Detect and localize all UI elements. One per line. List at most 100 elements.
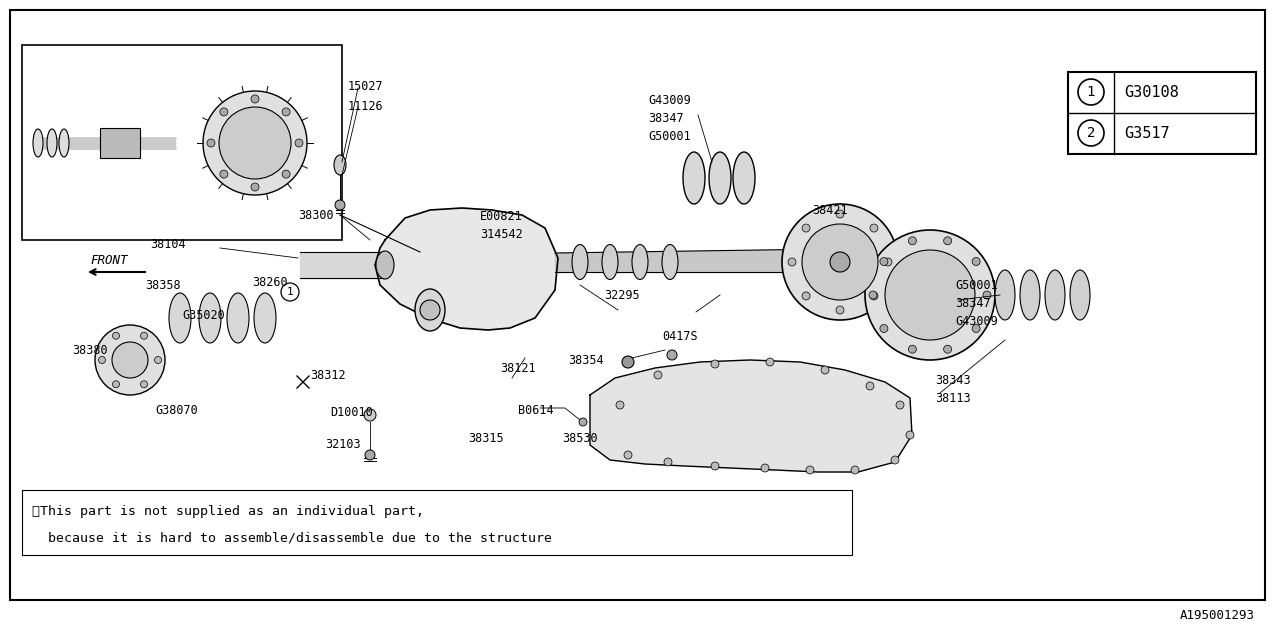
Circle shape: [867, 382, 874, 390]
Ellipse shape: [334, 155, 346, 175]
Text: 15027: 15027: [348, 79, 384, 93]
Text: G38070: G38070: [155, 403, 197, 417]
Circle shape: [869, 291, 877, 299]
Text: 2: 2: [1087, 126, 1096, 140]
Text: G50001: G50001: [648, 129, 691, 143]
Text: because it is hard to assemble/disassemble due to the structure: because it is hard to assemble/disassemb…: [32, 531, 552, 545]
Circle shape: [896, 401, 904, 409]
Ellipse shape: [684, 152, 705, 204]
Text: 314542: 314542: [480, 227, 522, 241]
Text: 38300: 38300: [298, 209, 334, 221]
Circle shape: [806, 466, 814, 474]
Circle shape: [870, 292, 878, 300]
Text: G30108: G30108: [1124, 84, 1179, 99]
Circle shape: [829, 252, 850, 272]
Bar: [22, 45, 342, 240]
Text: G43009: G43009: [955, 314, 997, 328]
Circle shape: [884, 258, 892, 266]
Bar: [100, 128, 140, 158]
Text: 38104: 38104: [150, 237, 186, 250]
Ellipse shape: [415, 289, 445, 331]
Text: G43009: G43009: [648, 93, 691, 106]
Circle shape: [836, 210, 844, 218]
Circle shape: [141, 381, 147, 388]
Circle shape: [710, 462, 719, 470]
Circle shape: [365, 450, 375, 460]
Text: 38121: 38121: [500, 362, 535, 374]
Text: 1: 1: [1087, 85, 1096, 99]
Circle shape: [851, 466, 859, 474]
Text: 38315: 38315: [468, 431, 503, 445]
Circle shape: [765, 358, 774, 366]
Circle shape: [113, 342, 148, 378]
Ellipse shape: [709, 152, 731, 204]
Bar: [1068, 72, 1256, 154]
Ellipse shape: [59, 129, 69, 157]
Ellipse shape: [169, 293, 191, 343]
Text: 38358: 38358: [145, 278, 180, 291]
Text: 38530: 38530: [562, 431, 598, 445]
Circle shape: [909, 345, 916, 353]
Circle shape: [207, 139, 215, 147]
Ellipse shape: [47, 129, 58, 157]
Text: 38347: 38347: [648, 111, 684, 125]
Circle shape: [879, 324, 888, 333]
Circle shape: [220, 108, 228, 116]
Circle shape: [788, 258, 796, 266]
Circle shape: [803, 292, 810, 300]
Circle shape: [803, 224, 810, 232]
Circle shape: [335, 200, 346, 210]
Circle shape: [141, 332, 147, 339]
Circle shape: [622, 356, 634, 368]
Circle shape: [906, 431, 914, 439]
Polygon shape: [375, 208, 558, 330]
Text: 38312: 38312: [310, 369, 346, 381]
Circle shape: [884, 250, 975, 340]
Text: 38354: 38354: [568, 353, 604, 367]
Circle shape: [782, 204, 899, 320]
Ellipse shape: [995, 270, 1015, 320]
Circle shape: [654, 371, 662, 379]
Text: E00821: E00821: [480, 209, 522, 223]
Text: 11126: 11126: [348, 99, 384, 113]
Text: 38421: 38421: [812, 204, 847, 216]
Circle shape: [762, 464, 769, 472]
Circle shape: [710, 360, 719, 368]
Text: 38260: 38260: [252, 275, 288, 289]
Ellipse shape: [572, 244, 588, 280]
Circle shape: [667, 350, 677, 360]
Circle shape: [972, 257, 980, 266]
Circle shape: [294, 139, 303, 147]
Circle shape: [364, 409, 376, 421]
Text: FRONT: FRONT: [90, 254, 128, 267]
Text: G35020: G35020: [182, 308, 225, 321]
Ellipse shape: [227, 293, 250, 343]
Ellipse shape: [1070, 270, 1091, 320]
Circle shape: [625, 451, 632, 459]
Text: 32295: 32295: [604, 289, 640, 301]
Circle shape: [282, 283, 300, 301]
Text: D10010: D10010: [330, 406, 372, 419]
Ellipse shape: [198, 293, 221, 343]
Bar: [22, 490, 852, 555]
Circle shape: [204, 91, 307, 195]
Circle shape: [251, 95, 259, 103]
Circle shape: [113, 381, 119, 388]
Ellipse shape: [33, 129, 44, 157]
Text: B0614: B0614: [518, 403, 554, 417]
Circle shape: [579, 418, 588, 426]
Circle shape: [420, 300, 440, 320]
Text: 38113: 38113: [934, 392, 970, 404]
Circle shape: [155, 356, 161, 364]
Circle shape: [820, 366, 829, 374]
Text: A195001293: A195001293: [1180, 609, 1254, 622]
Circle shape: [95, 325, 165, 395]
Circle shape: [113, 332, 119, 339]
Circle shape: [879, 257, 888, 266]
Polygon shape: [590, 360, 913, 472]
Circle shape: [891, 456, 899, 464]
Circle shape: [836, 306, 844, 314]
Circle shape: [983, 291, 991, 299]
Ellipse shape: [602, 244, 618, 280]
Text: 1: 1: [287, 287, 293, 297]
